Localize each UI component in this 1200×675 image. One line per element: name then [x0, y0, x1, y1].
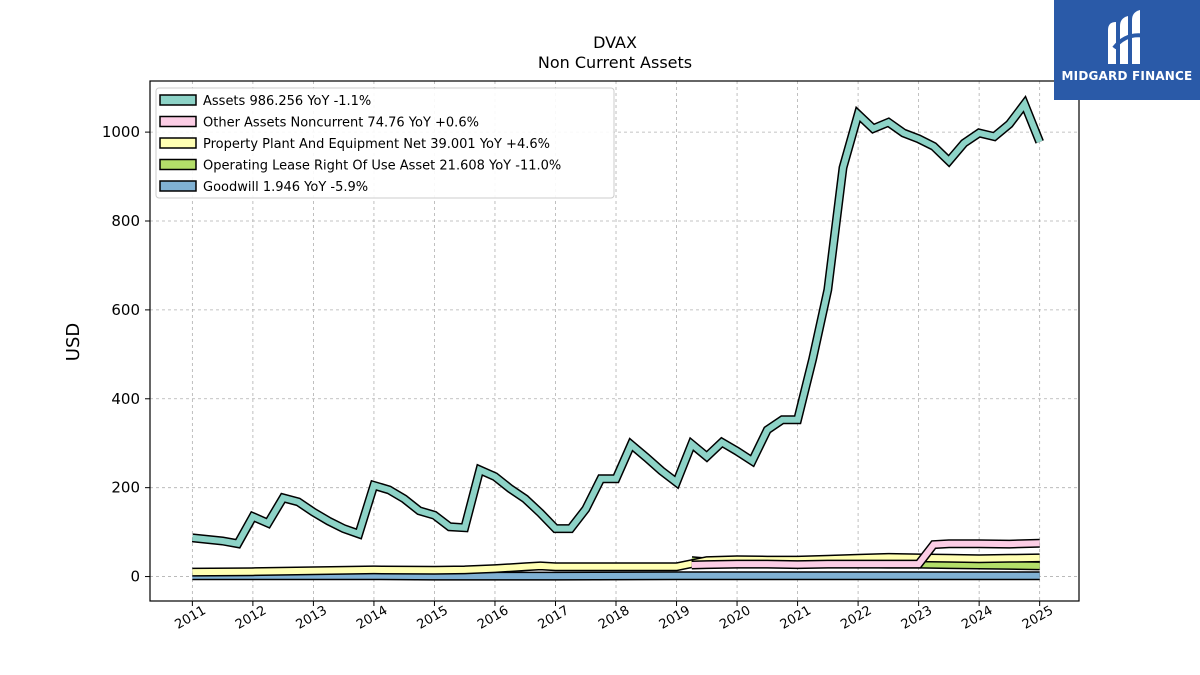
legend-entry: Property Plant And Equipment Net 39.001 …	[203, 137, 550, 152]
legend-entry: Goodwill 1.946 YoY -5.9%	[203, 180, 368, 195]
y-tick-label: 200	[111, 479, 140, 497]
plot-frame	[149, 80, 1080, 602]
x-tick-label: 2011	[173, 603, 209, 633]
x-tick-label: 2023	[899, 603, 935, 633]
logo-text: MIDGARD FINANCE	[1061, 69, 1193, 83]
logo-mark-icon	[1108, 10, 1147, 64]
x-tick-label: 2014	[354, 603, 390, 633]
x-tick-label: 2024	[959, 603, 995, 633]
legend-entry: Assets 986.256 YoY -1.1%	[203, 94, 371, 109]
chart-title: DVAX	[593, 33, 637, 52]
legend-box	[155, 87, 615, 199]
legend-swatch	[159, 180, 197, 192]
legend-swatch	[159, 115, 197, 128]
x-tick-label: 2013	[294, 603, 330, 633]
legend-entry: Other Assets Noncurrent 74.76 YoY +0.6%	[203, 116, 479, 131]
legend: Assets 986.256 YoY -1.1% Other Assets Non…	[155, 87, 615, 199]
x-tick-label: 2021	[778, 603, 814, 633]
series-line	[192, 98, 1043, 548]
x-tick-label: 2016	[475, 603, 511, 633]
series-line	[691, 540, 1040, 568]
legend-swatch	[159, 94, 197, 106]
x-tick-label: 2022	[838, 603, 874, 633]
y-tick-label: 1000	[102, 123, 140, 141]
brand-logo: MIDGARD FINANCE	[1054, 0, 1200, 100]
legend-entry: Operating Lease Right Of Use Asset 21.60…	[203, 159, 561, 174]
x-tick-label: 2017	[536, 603, 572, 633]
y-tick-label: 800	[111, 212, 140, 230]
y-tick-label: 600	[111, 301, 140, 319]
y-axis-label: USD	[63, 323, 84, 361]
x-tick-label: 2015	[415, 603, 451, 633]
x-tick-label: 2025	[1020, 603, 1056, 633]
legend-swatch	[159, 137, 197, 149]
legend-swatch	[159, 158, 197, 171]
chart-subtitle: Non Current Assets	[538, 53, 692, 72]
series-layer	[191, 95, 1044, 581]
x-tick-label: 2020	[717, 603, 753, 633]
x-tick-label: 2012	[233, 603, 269, 633]
y-tick-label: 400	[111, 390, 140, 408]
x-tick-label: 2018	[596, 603, 632, 633]
x-tick-label: 2019	[657, 603, 693, 633]
y-tick-label: 0	[130, 568, 140, 586]
